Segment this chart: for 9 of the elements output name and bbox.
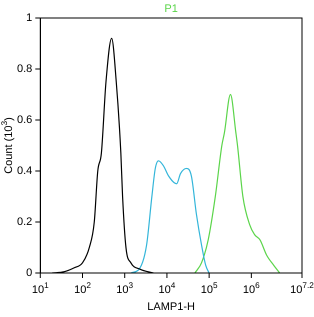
x-axis-title: LAMP1-H (147, 301, 196, 313)
chart-title: P1 (164, 3, 178, 15)
y-tick-label: 0.2 (16, 216, 32, 228)
y-tick-label: 0.4 (16, 165, 32, 178)
y-tick-label: 1 (26, 12, 32, 24)
y-axis-title: Count (103) (0, 117, 15, 174)
y-tick-label: 0 (26, 267, 32, 280)
y-tick-label: 0.6 (16, 114, 32, 126)
y-tick-label: 0.8 (16, 63, 32, 76)
